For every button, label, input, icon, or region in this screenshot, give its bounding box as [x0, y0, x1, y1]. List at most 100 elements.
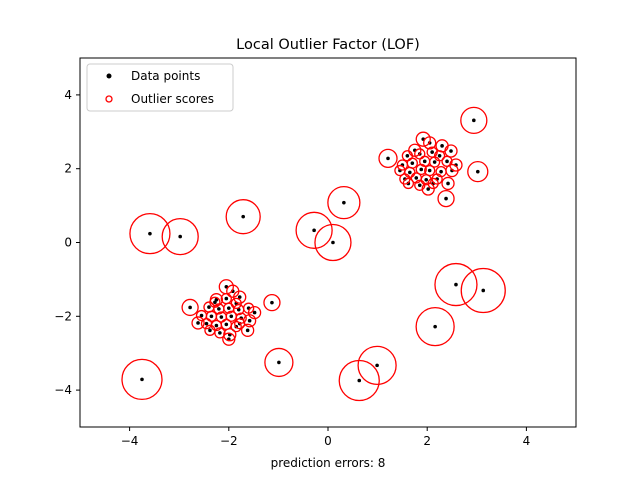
outlier-score-circle [414, 179, 426, 191]
data-point [375, 363, 379, 368]
data-point [213, 300, 217, 305]
data-point [475, 169, 480, 174]
outlier-score-circle [427, 177, 439, 190]
outlier-score-circle [233, 290, 247, 304]
data-point [427, 168, 432, 173]
data-point [199, 313, 204, 318]
data-point [214, 323, 219, 328]
outlier-score-circle [467, 161, 489, 183]
plot-area [121, 106, 506, 402]
legend-box [86, 63, 234, 112]
data-point [227, 306, 231, 310]
data-point [237, 295, 242, 299]
outlier-score-circle [415, 306, 455, 347]
outlier-score-circle [423, 136, 437, 150]
outlier-score-circle [415, 131, 431, 147]
outlier-score-circle [441, 176, 455, 191]
data-point [241, 214, 245, 219]
y-tick-label: −2 [54, 309, 72, 323]
outlier-score-circle [428, 156, 441, 168]
data-point [440, 144, 444, 148]
outlier-score-circle [460, 267, 506, 314]
x-tick-label: −4 [121, 434, 139, 448]
x-axis-label: prediction errors: 8 [271, 456, 386, 470]
outlier-score-circle [223, 328, 237, 342]
outlier-score-circle [191, 316, 205, 330]
data-point [196, 321, 200, 325]
outlier-score-circle [295, 211, 333, 249]
outlier-score-legend-icon [105, 95, 113, 103]
chart-title: Local Outlier Factor (LOF) [236, 37, 420, 53]
data-point [417, 183, 422, 188]
outlier-score-circle [181, 298, 199, 317]
outlier-score-circle [230, 320, 242, 333]
data-point [208, 328, 212, 333]
outlier-score-circle [234, 318, 246, 330]
outlier-score-circle [378, 148, 398, 169]
outlier-score-circle [263, 293, 281, 312]
data-point [148, 231, 152, 236]
data-point [432, 160, 437, 164]
data-point [424, 177, 429, 182]
data-point [270, 300, 274, 305]
data-point [207, 305, 211, 309]
x-tick-label: 2 [423, 434, 431, 448]
legend-label-data-points: Data points [131, 69, 200, 83]
data-point [439, 169, 443, 174]
data-point [331, 240, 335, 245]
data-point [481, 288, 486, 293]
outlier-score-circle [235, 312, 247, 324]
data-point [437, 153, 442, 158]
data-point [245, 328, 250, 333]
data-point [414, 176, 419, 180]
data-point [224, 322, 229, 327]
data-point [252, 310, 257, 315]
outlier-score-circle [460, 106, 488, 135]
outlier-score-circle [402, 177, 415, 190]
y-tick-label: 2 [64, 162, 72, 176]
legend-label-outlier-scores: Outlier scores [131, 92, 214, 106]
outlier-score-circle [225, 199, 261, 235]
outlier-score-circle [222, 332, 236, 346]
data-point [218, 331, 222, 335]
outlier-score-circle [357, 345, 397, 386]
outlier-score-circle [129, 212, 171, 255]
data-point [312, 228, 316, 233]
data-point [445, 159, 449, 164]
data-point [229, 314, 234, 319]
data-point [433, 324, 437, 329]
data-point [422, 159, 427, 164]
data-point [277, 360, 281, 365]
outlier-score-circle [161, 217, 199, 256]
data-point [449, 149, 453, 153]
outlier-score-circle [214, 327, 226, 339]
y-tick-label: −4 [54, 383, 72, 397]
data-point [472, 118, 476, 123]
data-point [342, 200, 346, 205]
data-point [188, 305, 192, 310]
data-point [405, 153, 410, 158]
data-point [426, 187, 430, 191]
outlier-score-circle [327, 185, 361, 220]
y-tick-label: 4 [64, 88, 72, 102]
outlier-score-circle [437, 189, 455, 208]
x-tick-label: 0 [324, 434, 332, 448]
outlier-score-circle [444, 144, 458, 158]
data-point-legend-icon [106, 73, 112, 79]
outlier-score-circle [264, 347, 294, 378]
data-point [410, 161, 415, 165]
data-point [209, 314, 214, 319]
data-point [178, 234, 182, 239]
data-point [430, 150, 434, 154]
data-point [419, 167, 424, 172]
data-point [408, 170, 412, 175]
y-axis: −4 −2 0 2 4 [54, 88, 80, 397]
outlier-score-circle [209, 296, 221, 308]
data-point [386, 156, 390, 161]
data-point [140, 377, 144, 382]
outlier-score-circle [121, 358, 163, 401]
outlier-score-circle [240, 323, 255, 337]
outlier-score-circle [434, 262, 478, 307]
x-axis: −4 −2 0 2 4 [121, 427, 530, 448]
